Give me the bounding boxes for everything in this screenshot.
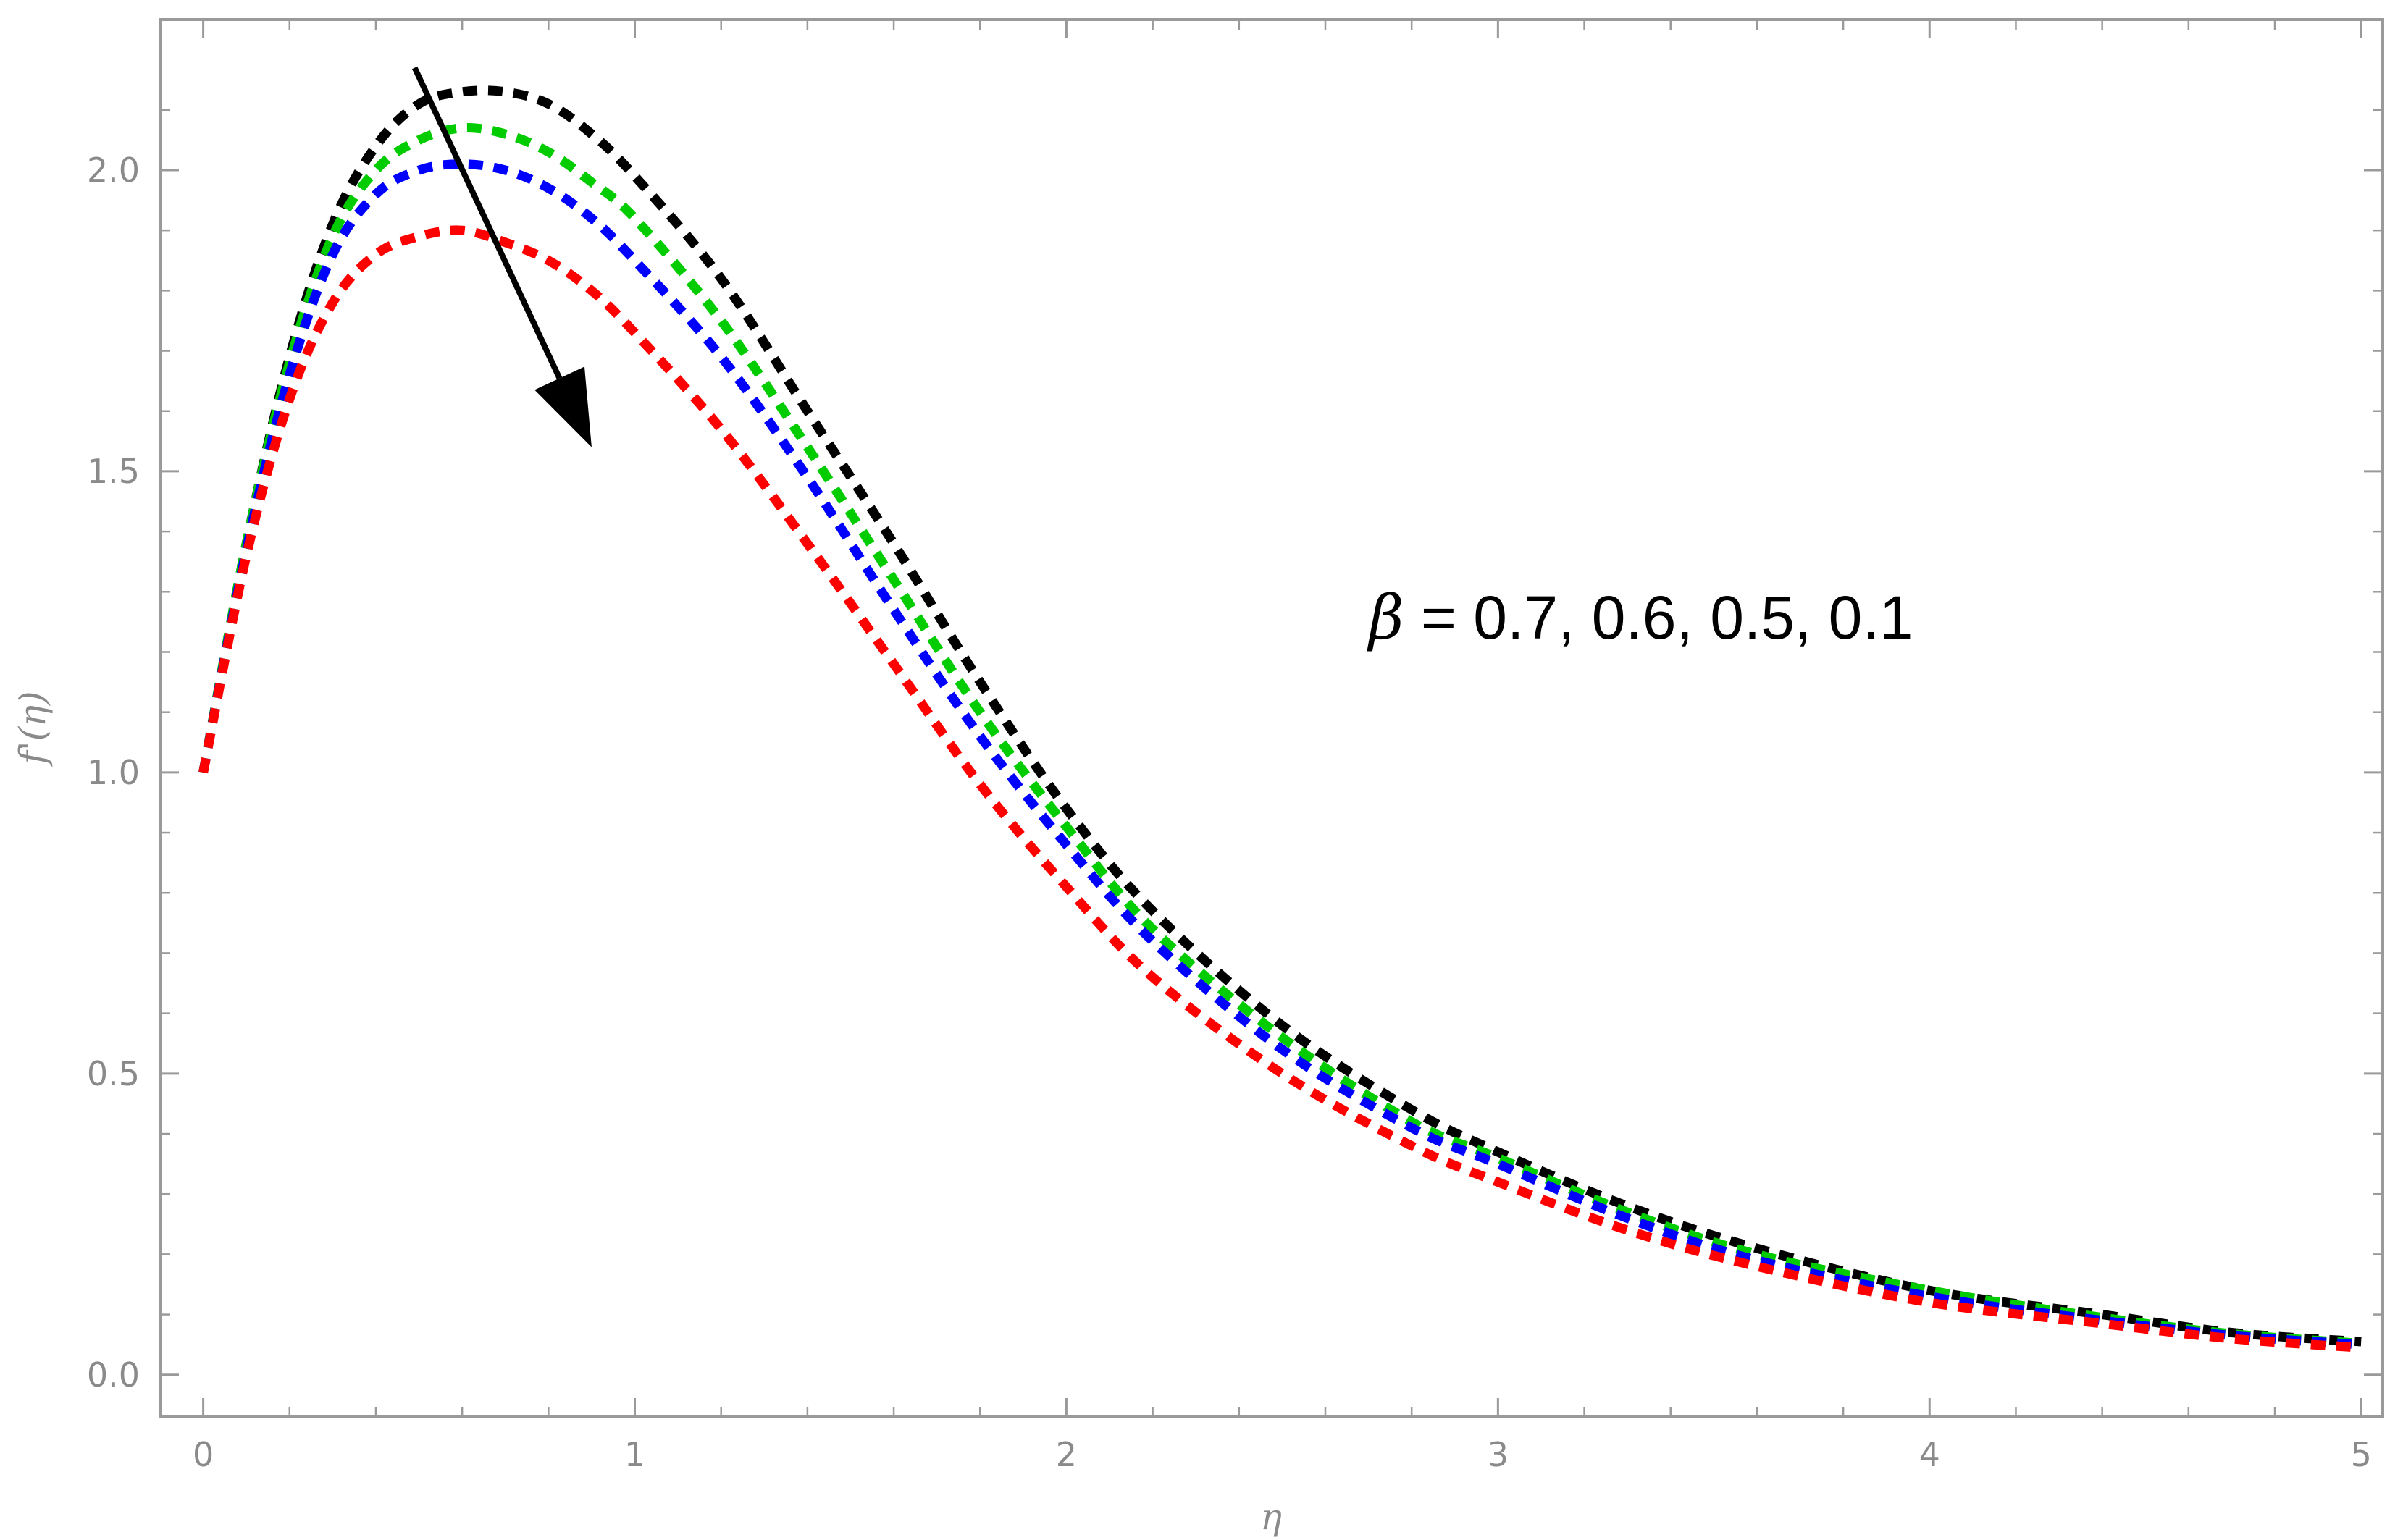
arrow-head [534, 366, 592, 447]
series-line-4 [198, 225, 2362, 1352]
axis-tick-labels: 0 1 2 3 4 5 0.0 0.5 1.0 1.5 2.0 [87, 151, 2372, 1474]
plot-frame [159, 18, 2384, 1418]
series-line-3 [198, 159, 2362, 1350]
x-tick-label: 5 [2351, 1435, 2372, 1474]
annotation-arrow [411, 66, 592, 447]
beta-annotation: β = 0.7, 0.6, 0.5, 0.1 [1367, 582, 1913, 653]
x-tick-label: 1 [624, 1435, 645, 1474]
x-tick-label: 2 [1056, 1435, 1077, 1474]
x-axis-label: η [1260, 1496, 1282, 1538]
series-layer [198, 85, 2362, 1352]
y-tick-label: 1.5 [87, 452, 140, 491]
y-tick-label: 1.0 [87, 753, 140, 792]
y-axis-label: f'(η) [12, 691, 54, 767]
series-line-2 [198, 122, 2362, 1348]
x-tick-label: 4 [1919, 1435, 1940, 1474]
x-tick-label: 0 [193, 1435, 214, 1474]
arrow-shaft [411, 66, 563, 380]
x-tick-label: 3 [1488, 1435, 1509, 1474]
series-line-1 [198, 85, 2362, 1347]
y-tick-label: 0.5 [87, 1054, 140, 1093]
beta-symbol: β [1367, 582, 1404, 653]
beta-values: = 0.7, 0.6, 0.5, 0.1 [1404, 584, 1913, 652]
axis-ticks [160, 20, 2383, 1417]
y-tick-label: 2.0 [87, 151, 140, 190]
y-tick-label: 0.0 [87, 1355, 140, 1394]
